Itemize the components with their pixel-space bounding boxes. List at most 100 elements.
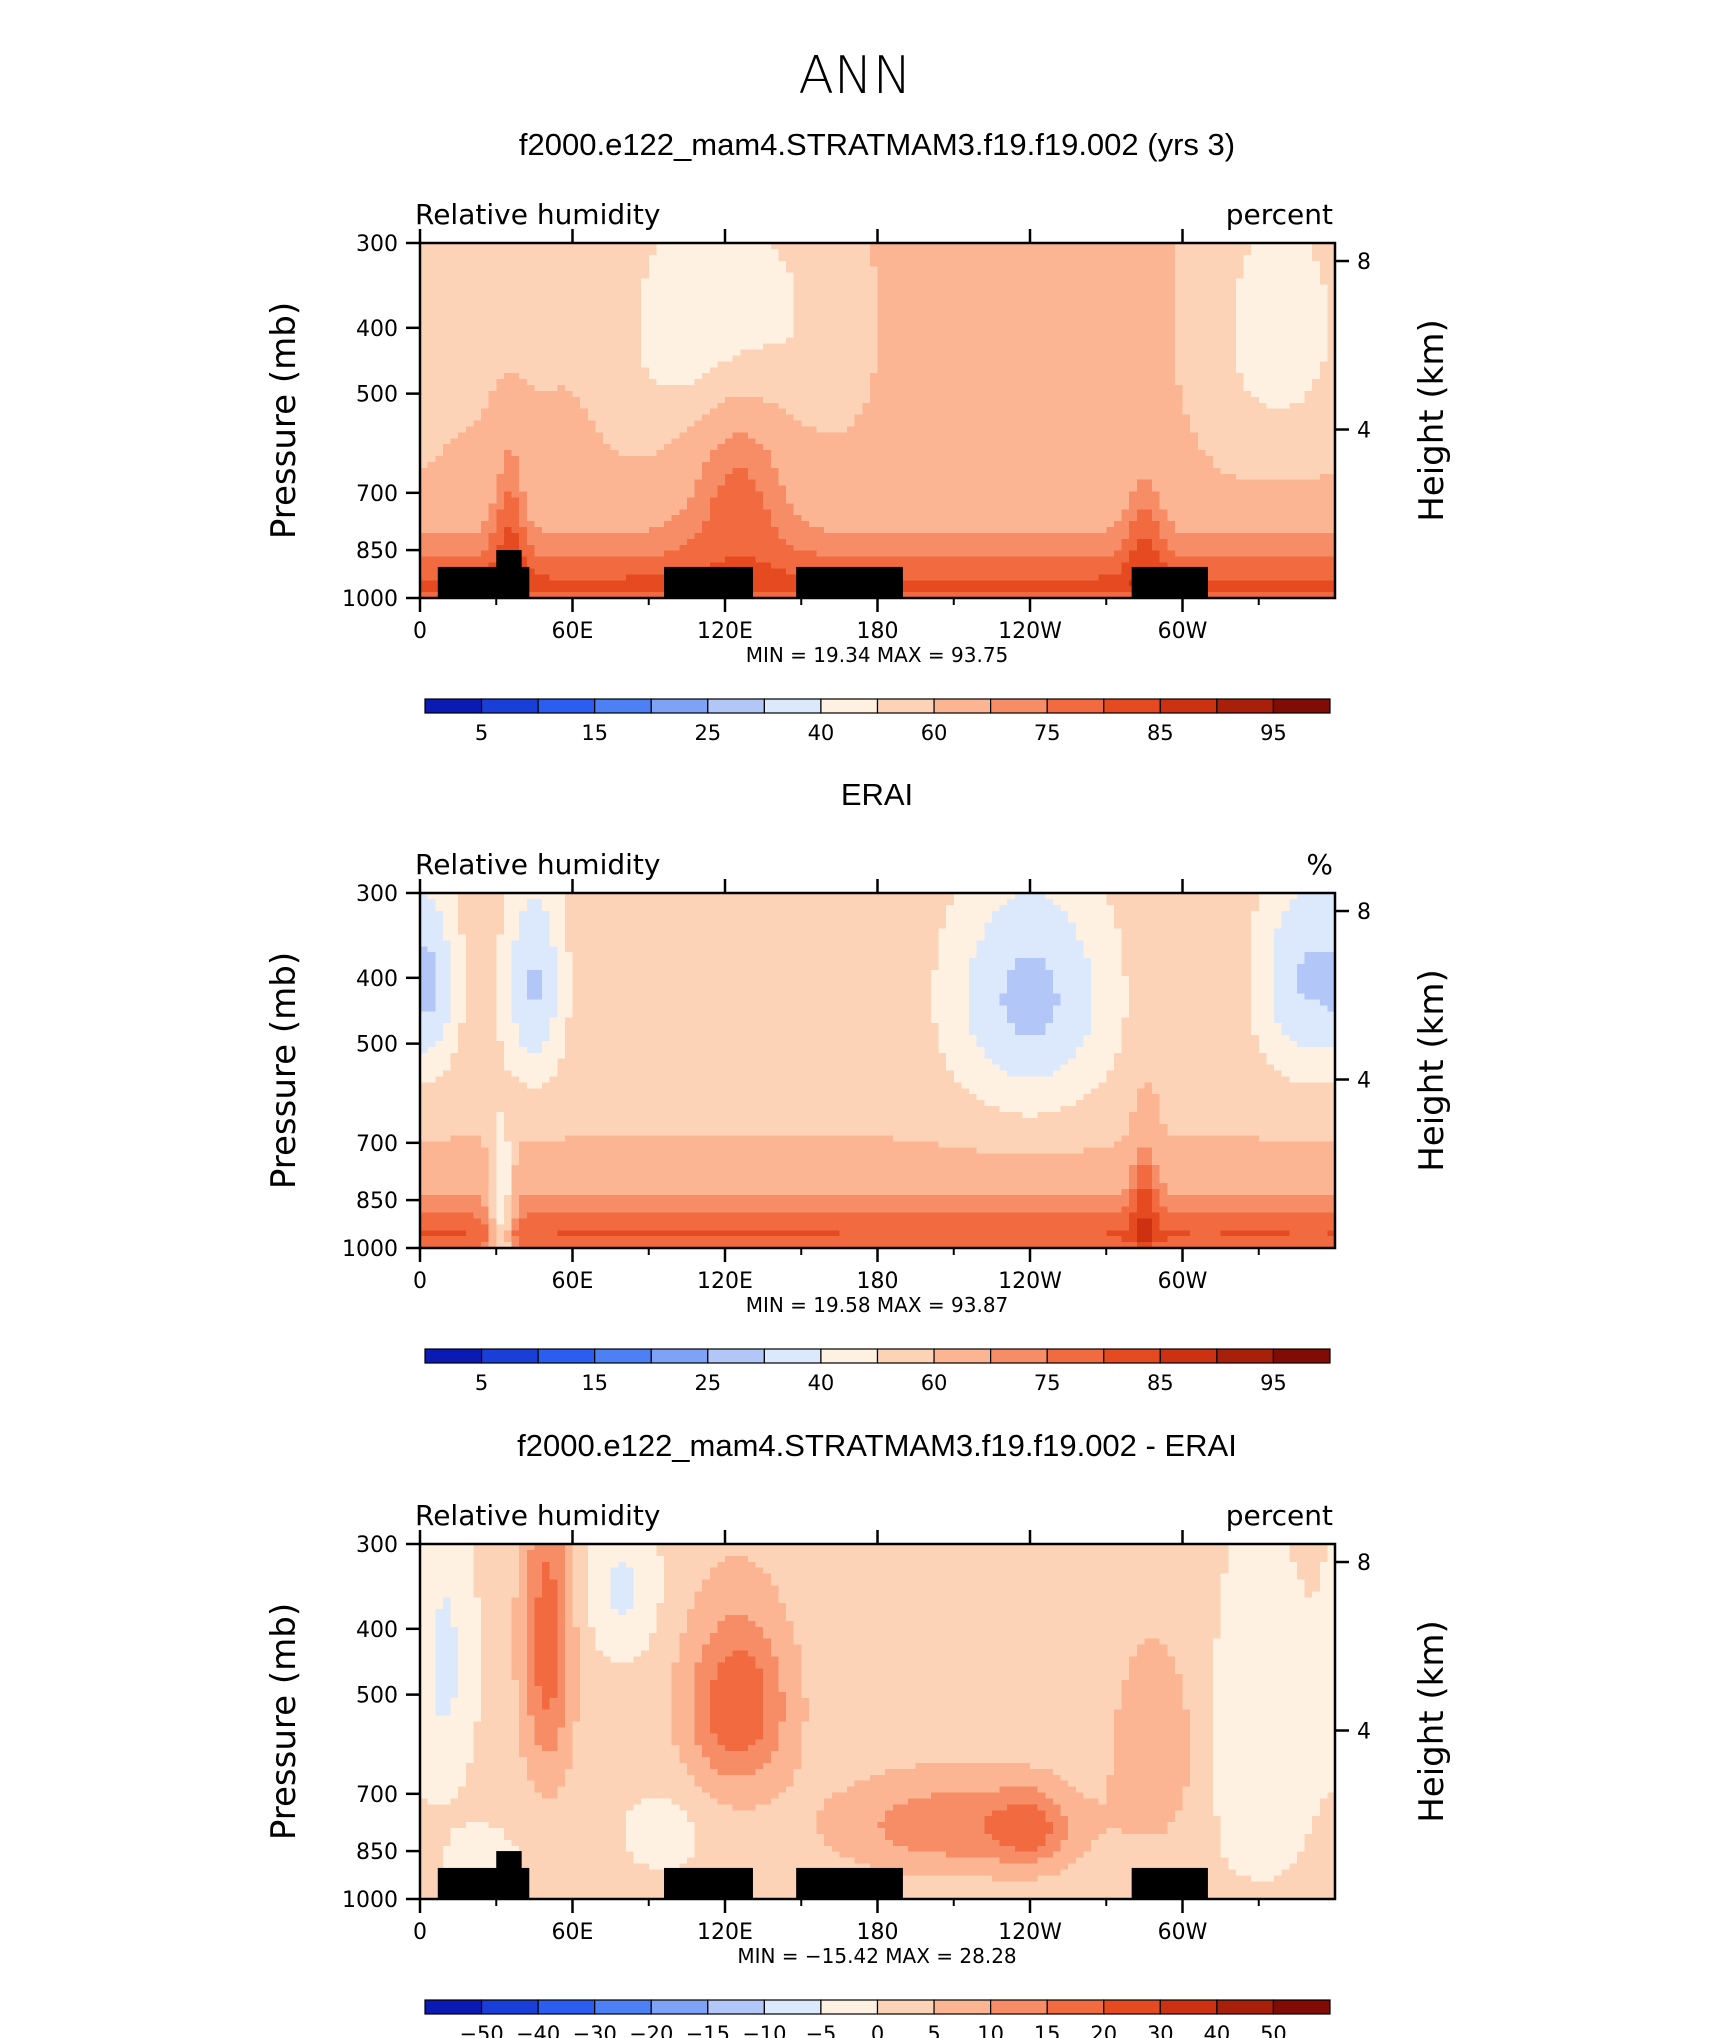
contour-band [458,432,604,439]
contour-band [435,456,505,463]
colorbar-label: 60 [921,1371,948,1395]
contour-band [420,1739,474,1746]
contour-band [1213,1727,1336,1734]
contour-band [420,1875,444,1882]
contour-band [1174,349,1237,357]
contour-band [824,1804,894,1811]
contour-band [496,1206,505,1214]
contour-band [420,438,452,445]
contour-band [1129,556,1161,564]
contour-band [1083,1094,1138,1101]
contour-band [435,1656,459,1663]
contour-band [694,379,871,386]
contour-band [1251,390,1306,398]
contour-band [755,1768,795,1776]
contour-band [1258,898,1290,906]
contour-band [702,1656,726,1663]
contour-band [519,1851,635,1859]
contour-band [1106,1230,1138,1237]
contour-band [1174,302,1237,309]
contour-band [1075,1857,1229,1865]
contour-band [1167,1236,1336,1243]
colorbar-label: −10 [742,2022,786,2038]
contour-band [1251,999,1275,1007]
contour-band [1121,1046,1260,1054]
contour-band [976,952,1084,959]
contour-band [679,432,734,439]
contour-band [420,1135,452,1143]
contour-band [1251,975,1275,983]
contour-band [442,1603,452,1610]
contour-band [1129,550,1161,558]
contour-band [1213,1792,1328,1800]
contour-band [633,1597,665,1604]
contour-band [450,1017,467,1024]
contour-band [519,910,551,918]
contour-band [496,1147,513,1154]
contour-band [1152,592,1336,599]
contour-band [481,1668,513,1675]
contour-band [564,1544,574,1551]
contour-band [1190,420,1336,428]
contour-band [481,1620,513,1628]
contour-band [1159,1638,1214,1646]
contour-band [420,1023,444,1030]
contour-band [420,910,444,918]
contour-band [786,497,1130,504]
contour-band [420,538,490,546]
contour-band [793,319,879,327]
contour-band [778,1686,802,1693]
contour-band [1121,946,1252,953]
contour-band [572,981,932,989]
colorbar-label: 95 [1260,1371,1287,1395]
contour-band [1159,1212,1336,1220]
contour-band [679,1632,711,1640]
contour-band [1251,248,1313,256]
contour-band [595,426,688,433]
contour-band [496,1141,513,1149]
y-right-axis-label: Height (km) [1412,1620,1452,1823]
contour-band [557,964,574,971]
contour-band [572,1603,589,1610]
contour-band [869,385,1184,392]
contour-band [1190,574,1336,581]
x-tick-label: 0 [413,619,427,644]
contour-band [1152,1082,1336,1089]
contour-band [473,1573,520,1581]
contour-band [1235,284,1328,291]
contour-band [641,319,795,327]
colorbar-box [1159,698,1218,714]
contour-band [465,1762,528,1770]
contour-band [1251,1011,1275,1018]
contour-band [1159,1200,1336,1208]
y-tick-label: 300 [356,232,398,257]
contour-band [1144,1638,1161,1646]
contour-band [481,1603,513,1610]
contour-band [847,426,1191,433]
contour-band [503,1058,558,1066]
contour-band [1281,1023,1336,1030]
contour-band [519,928,551,936]
contour-band [503,538,520,546]
contour-band [496,952,513,959]
contour-band [770,461,1214,469]
contour-band [496,544,520,552]
contour-band [671,1721,696,1729]
contour-band [984,1822,1054,1829]
panel-3: f2000.e122_mam4.STRATMAM3.f19.f19.002 - … [264,1428,1452,2038]
contour-band [725,1745,749,1752]
contour-band [1296,1040,1336,1048]
contour-band [526,1644,535,1652]
contour-band [511,491,528,499]
contour-band [618,1609,627,1616]
land-block [511,566,530,598]
contour-band [1121,562,1168,570]
contour-band [1243,254,1313,262]
contour-band [572,1573,589,1581]
contour-band [648,1638,680,1646]
contour-band [420,940,452,947]
contour-band [1213,1810,1321,1817]
contour-band [1251,243,1313,250]
contour-band [786,1786,848,1794]
contour-band [1037,1845,1062,1853]
